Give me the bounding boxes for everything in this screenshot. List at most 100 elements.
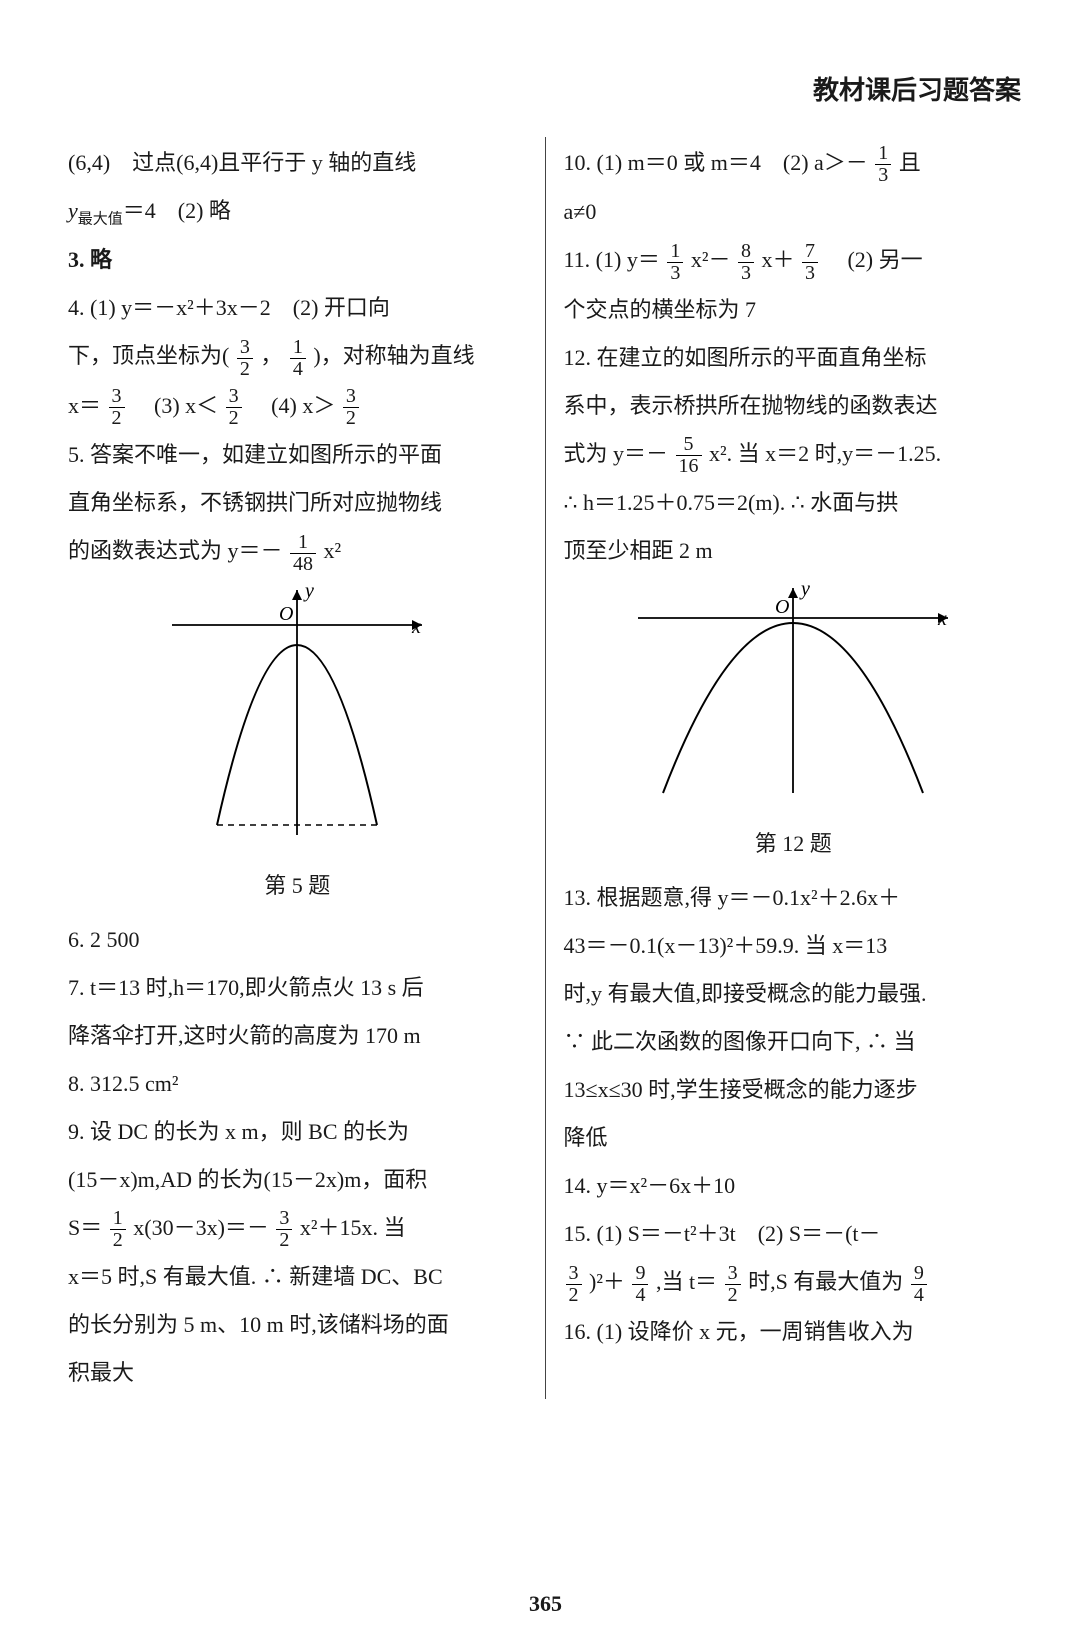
origin-label: O	[775, 596, 789, 618]
x-label: x	[411, 616, 421, 638]
text-line: 积最大	[68, 1351, 527, 1395]
text-line: 4. (1) y＝－x²＋3x－2 (2) 开口向	[68, 286, 527, 330]
text-line: (6,4) 过点(6,4)且平行于 y 轴的直线	[68, 141, 527, 185]
text: 下，顶点坐标为(	[68, 343, 229, 368]
numerator: 3	[276, 1208, 292, 1230]
text-line: 降落伞打开,这时火箭的高度为 170 m	[68, 1014, 527, 1058]
x-label: x	[937, 608, 947, 630]
text: 式为 y＝－	[564, 441, 669, 466]
denominator: 3	[802, 263, 818, 284]
text-line: 16. (1) 设降价 x 元，一周销售收入为	[564, 1310, 1024, 1354]
text-line: 14. y＝x²－6x＋10	[564, 1164, 1024, 1208]
right-column: 10. (1) m＝0 或 m＝4 (2) a＞－ 13 且 a≠0 11. (…	[546, 137, 1042, 1399]
fraction: 32	[109, 386, 125, 429]
page-number: 365	[0, 1591, 1091, 1617]
text: 且	[899, 150, 921, 175]
fraction: 94	[911, 1263, 927, 1306]
fraction: 32	[226, 386, 242, 429]
numerator: 3	[109, 386, 125, 408]
text-line: 的长分别为 5 m、10 m 时,该储料场的面	[68, 1303, 527, 1347]
text-line: a≠0	[564, 190, 1024, 234]
figure-5: O x y 第 5 题	[68, 585, 527, 908]
arrow-up-icon	[788, 588, 798, 598]
fraction: 32	[725, 1263, 741, 1306]
text-line: 的函数表达式为 y＝－ 148 x²	[68, 529, 527, 574]
denominator: 2	[725, 1285, 741, 1306]
text-line: y最大值＝4 (2) 略	[68, 189, 527, 234]
denominator: 3	[875, 165, 891, 186]
fraction: 32	[237, 337, 253, 380]
text: 4. (1) y＝－x²＋3x－2 (2) 开口向	[68, 295, 390, 320]
fraction: 13	[875, 143, 891, 186]
numerator: 1	[667, 241, 683, 263]
columns: (6,4) 过点(6,4)且平行于 y 轴的直线 y最大值＝4 (2) 略 3.…	[50, 137, 1041, 1399]
denominator: 2	[566, 1285, 582, 1306]
fraction: 13	[667, 241, 683, 284]
text-line: 12. 在建立的如图所示的平面直角坐标	[564, 336, 1024, 380]
text: x². 当 x＝2 时,y＝－1.25.	[709, 441, 941, 466]
fraction: 94	[632, 1263, 648, 1306]
denominator: 3	[667, 263, 683, 284]
figure-caption: 第 12 题	[564, 822, 1024, 866]
text-line: 个交点的横坐标为 7	[564, 288, 1024, 332]
text: (4) x＞	[249, 393, 335, 418]
numerator: 9	[911, 1263, 927, 1285]
fraction: 148	[290, 532, 316, 575]
fraction: 32	[276, 1208, 292, 1251]
denominator: 2	[226, 408, 242, 429]
text-line: x＝5 时,S 有最大值. ∴ 新建墙 DC、BC	[68, 1255, 527, 1299]
numerator: 3	[725, 1263, 741, 1285]
numerator: 9	[632, 1263, 648, 1285]
numerator: 7	[802, 241, 818, 263]
text: S＝	[68, 1215, 102, 1240]
fraction: 12	[110, 1208, 126, 1251]
text-line: ∵ 此二次函数的图像开口向下, ∴ 当	[564, 1020, 1024, 1064]
text: x²－	[691, 247, 731, 272]
text-line: 下，顶点坐标为( 32 ， 14 )，对称轴为直线	[68, 334, 527, 379]
denominator: 4	[911, 1285, 927, 1306]
denominator: 2	[343, 408, 359, 429]
fraction: 73	[802, 241, 818, 284]
text-line: ∴ h＝1.25＋0.75＝2(m). ∴ 水面与拱	[564, 481, 1024, 525]
numerator: 3	[226, 386, 242, 408]
text: x²	[324, 538, 342, 563]
text-line: 10. (1) m＝0 或 m＝4 (2) a＞－ 13 且	[564, 141, 1024, 186]
text-line: 3. 略	[68, 238, 527, 282]
text-line: 9. 设 DC 的长为 x m，则 BC 的长为	[68, 1110, 527, 1154]
text: ，	[260, 343, 282, 368]
text: 10. (1) m＝0 或 m＝4 (2) a＞－	[564, 150, 868, 175]
text-line: 8. 312.5 cm²	[68, 1062, 527, 1106]
text: x＋	[761, 247, 794, 272]
text: ,当 t＝	[656, 1269, 717, 1294]
numerator: 1	[290, 532, 316, 554]
text-line: (15－x)m,AD 的长为(15－2x)m，面积	[68, 1158, 527, 1202]
text-line: 时,y 有最大值,即接受概念的能力最强.	[564, 972, 1024, 1016]
numerator: 3	[237, 337, 253, 359]
text: x(30－3x)＝－	[133, 1215, 269, 1240]
denominator: 3	[738, 263, 754, 284]
denominator: 2	[110, 1230, 126, 1251]
numerator: 1	[110, 1208, 126, 1230]
fraction: 32	[566, 1263, 582, 1306]
arrow-up-icon	[292, 590, 302, 600]
text-line: x＝ 32 (3) x＜ 32 (4) x＞ 32	[68, 384, 527, 429]
fraction: 32	[343, 386, 359, 429]
denominator: 4	[290, 359, 306, 380]
text-line: 降低	[564, 1116, 1024, 1160]
text-line: 43＝－0.1(x－13)²＋59.9. 当 x＝13	[564, 924, 1024, 968]
text: )，对称轴为直线	[313, 343, 474, 368]
text: 的函数表达式为 y＝－	[68, 538, 283, 563]
text-line: 顶至少相距 2 m	[564, 529, 1024, 573]
fraction: 83	[738, 241, 754, 284]
text: )²＋	[589, 1269, 625, 1294]
denominator: 2	[237, 359, 253, 380]
item-number: 3. 略	[68, 247, 112, 272]
text-line: 5. 答案不唯一，如建立如图所示的平面	[68, 433, 527, 477]
numerator: 5	[676, 434, 702, 456]
page-header: 教材课后习题答案	[50, 70, 1041, 107]
text-line: 6. 2 500	[68, 918, 527, 962]
denominator: 2	[109, 408, 125, 429]
text-line: S＝ 12 x(30－3x)＝－ 32 x²＋15x. 当	[68, 1206, 527, 1251]
var: y	[68, 198, 78, 223]
figure-caption: 第 5 题	[68, 864, 527, 908]
